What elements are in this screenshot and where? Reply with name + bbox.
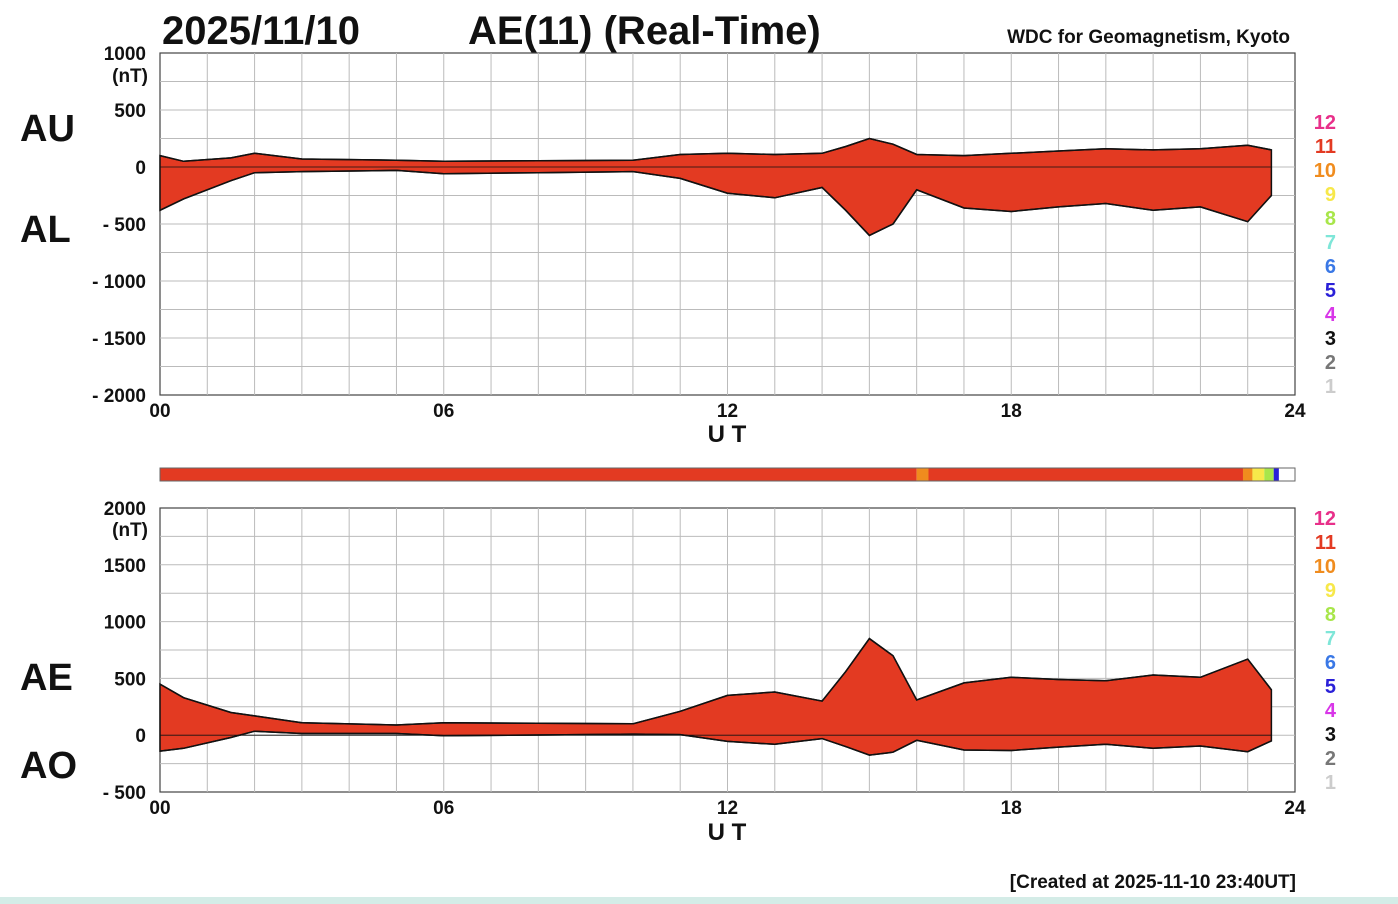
station-count-label: 2 (1325, 748, 1336, 770)
al-label: AL (20, 209, 71, 251)
x-tick-label: 24 (1284, 401, 1306, 422)
station-count-label: 7 (1325, 232, 1336, 254)
bottom-band (0, 897, 1398, 904)
station-count-label: 3 (1325, 724, 1336, 746)
station-count-label: 11 (1315, 532, 1336, 554)
coverage-segment (1273, 468, 1279, 481)
x-tick-label: 18 (1001, 798, 1022, 819)
station-count-label: 5 (1325, 676, 1336, 698)
station-count-label: 9 (1325, 184, 1336, 206)
x-tick-label: 06 (433, 401, 454, 422)
x-tick-label: 00 (149, 798, 170, 819)
station-count-label: 9 (1325, 580, 1336, 602)
coverage-segment (1242, 468, 1253, 481)
station-count-label: 7 (1325, 628, 1336, 650)
top-xlabel: U T (708, 421, 747, 448)
y-tick-label: - 500 (103, 215, 146, 236)
station-count-label: 11 (1315, 136, 1336, 158)
series-line-ae (159, 637, 1272, 726)
coverage-segment (160, 468, 917, 481)
y-tick-label: 1000 (104, 613, 146, 634)
data-coverage-bar (159, 467, 1296, 482)
x-tick-label: 00 (149, 401, 170, 422)
y-tick-label: 0 (135, 158, 146, 179)
station-count-label: 4 (1325, 700, 1337, 722)
coverage-segment (1252, 468, 1265, 481)
series-line-ao (159, 730, 1272, 756)
y-tick-label: 2000 (104, 499, 146, 520)
au-label: AU (20, 108, 75, 150)
station-count-label: 12 (1314, 508, 1336, 530)
station-count-label: 3 (1325, 328, 1336, 350)
y-tick-label: 1000 (104, 44, 146, 65)
top-unit-label: (nT) (112, 66, 148, 87)
station-count-label: 8 (1325, 604, 1336, 626)
x-tick-label: 12 (717, 401, 738, 422)
y-tick-label: 1500 (104, 556, 146, 577)
station-count-label: 4 (1325, 304, 1337, 326)
x-tick-label: 18 (1001, 401, 1022, 422)
x-tick-label: 12 (717, 798, 738, 819)
ao-label: AO (20, 745, 77, 787)
created-timestamp: [Created at 2025-11-10 23:40UT] (1010, 872, 1296, 893)
ae-label: AE (20, 657, 73, 699)
station-count-label: 10 (1314, 556, 1336, 578)
station-count-label: 8 (1325, 208, 1336, 230)
station-count-label: 2 (1325, 352, 1336, 374)
y-tick-label: - 2000 (92, 386, 146, 407)
coverage-segment (1278, 468, 1295, 481)
station-count-label: 6 (1325, 652, 1336, 674)
x-tick-label: 24 (1284, 798, 1306, 819)
y-tick-label: 0 (135, 726, 146, 747)
x-tick-label: 06 (433, 798, 454, 819)
coverage-segment (928, 468, 1243, 481)
station-count-label: 6 (1325, 256, 1336, 278)
y-tick-label: - 1500 (92, 329, 146, 350)
bottom-unit-label: (nT) (112, 520, 148, 541)
station-count-label: 5 (1325, 280, 1336, 302)
source-label: WDC for Geomagnetism, Kyoto (1007, 27, 1290, 48)
station-count-label: 1 (1325, 772, 1336, 794)
bottom-xlabel: U T (708, 819, 747, 846)
series-line-al (159, 169, 1272, 237)
station-count-label: 1 (1325, 376, 1336, 398)
y-tick-label: 500 (114, 101, 146, 122)
chart-title: AE(11) (Real-Time) (468, 9, 821, 53)
coverage-segment (1264, 468, 1274, 481)
series-line-au (159, 137, 1272, 163)
coverage-frame (159, 467, 1296, 482)
station-count-label: 12 (1314, 112, 1336, 134)
station-count-label: 10 (1314, 160, 1336, 182)
y-tick-label: - 500 (103, 783, 146, 804)
date-title: 2025/11/10 (162, 9, 360, 53)
y-tick-label: 500 (114, 669, 146, 690)
y-tick-label: - 1000 (92, 272, 146, 293)
coverage-segment (916, 468, 929, 481)
